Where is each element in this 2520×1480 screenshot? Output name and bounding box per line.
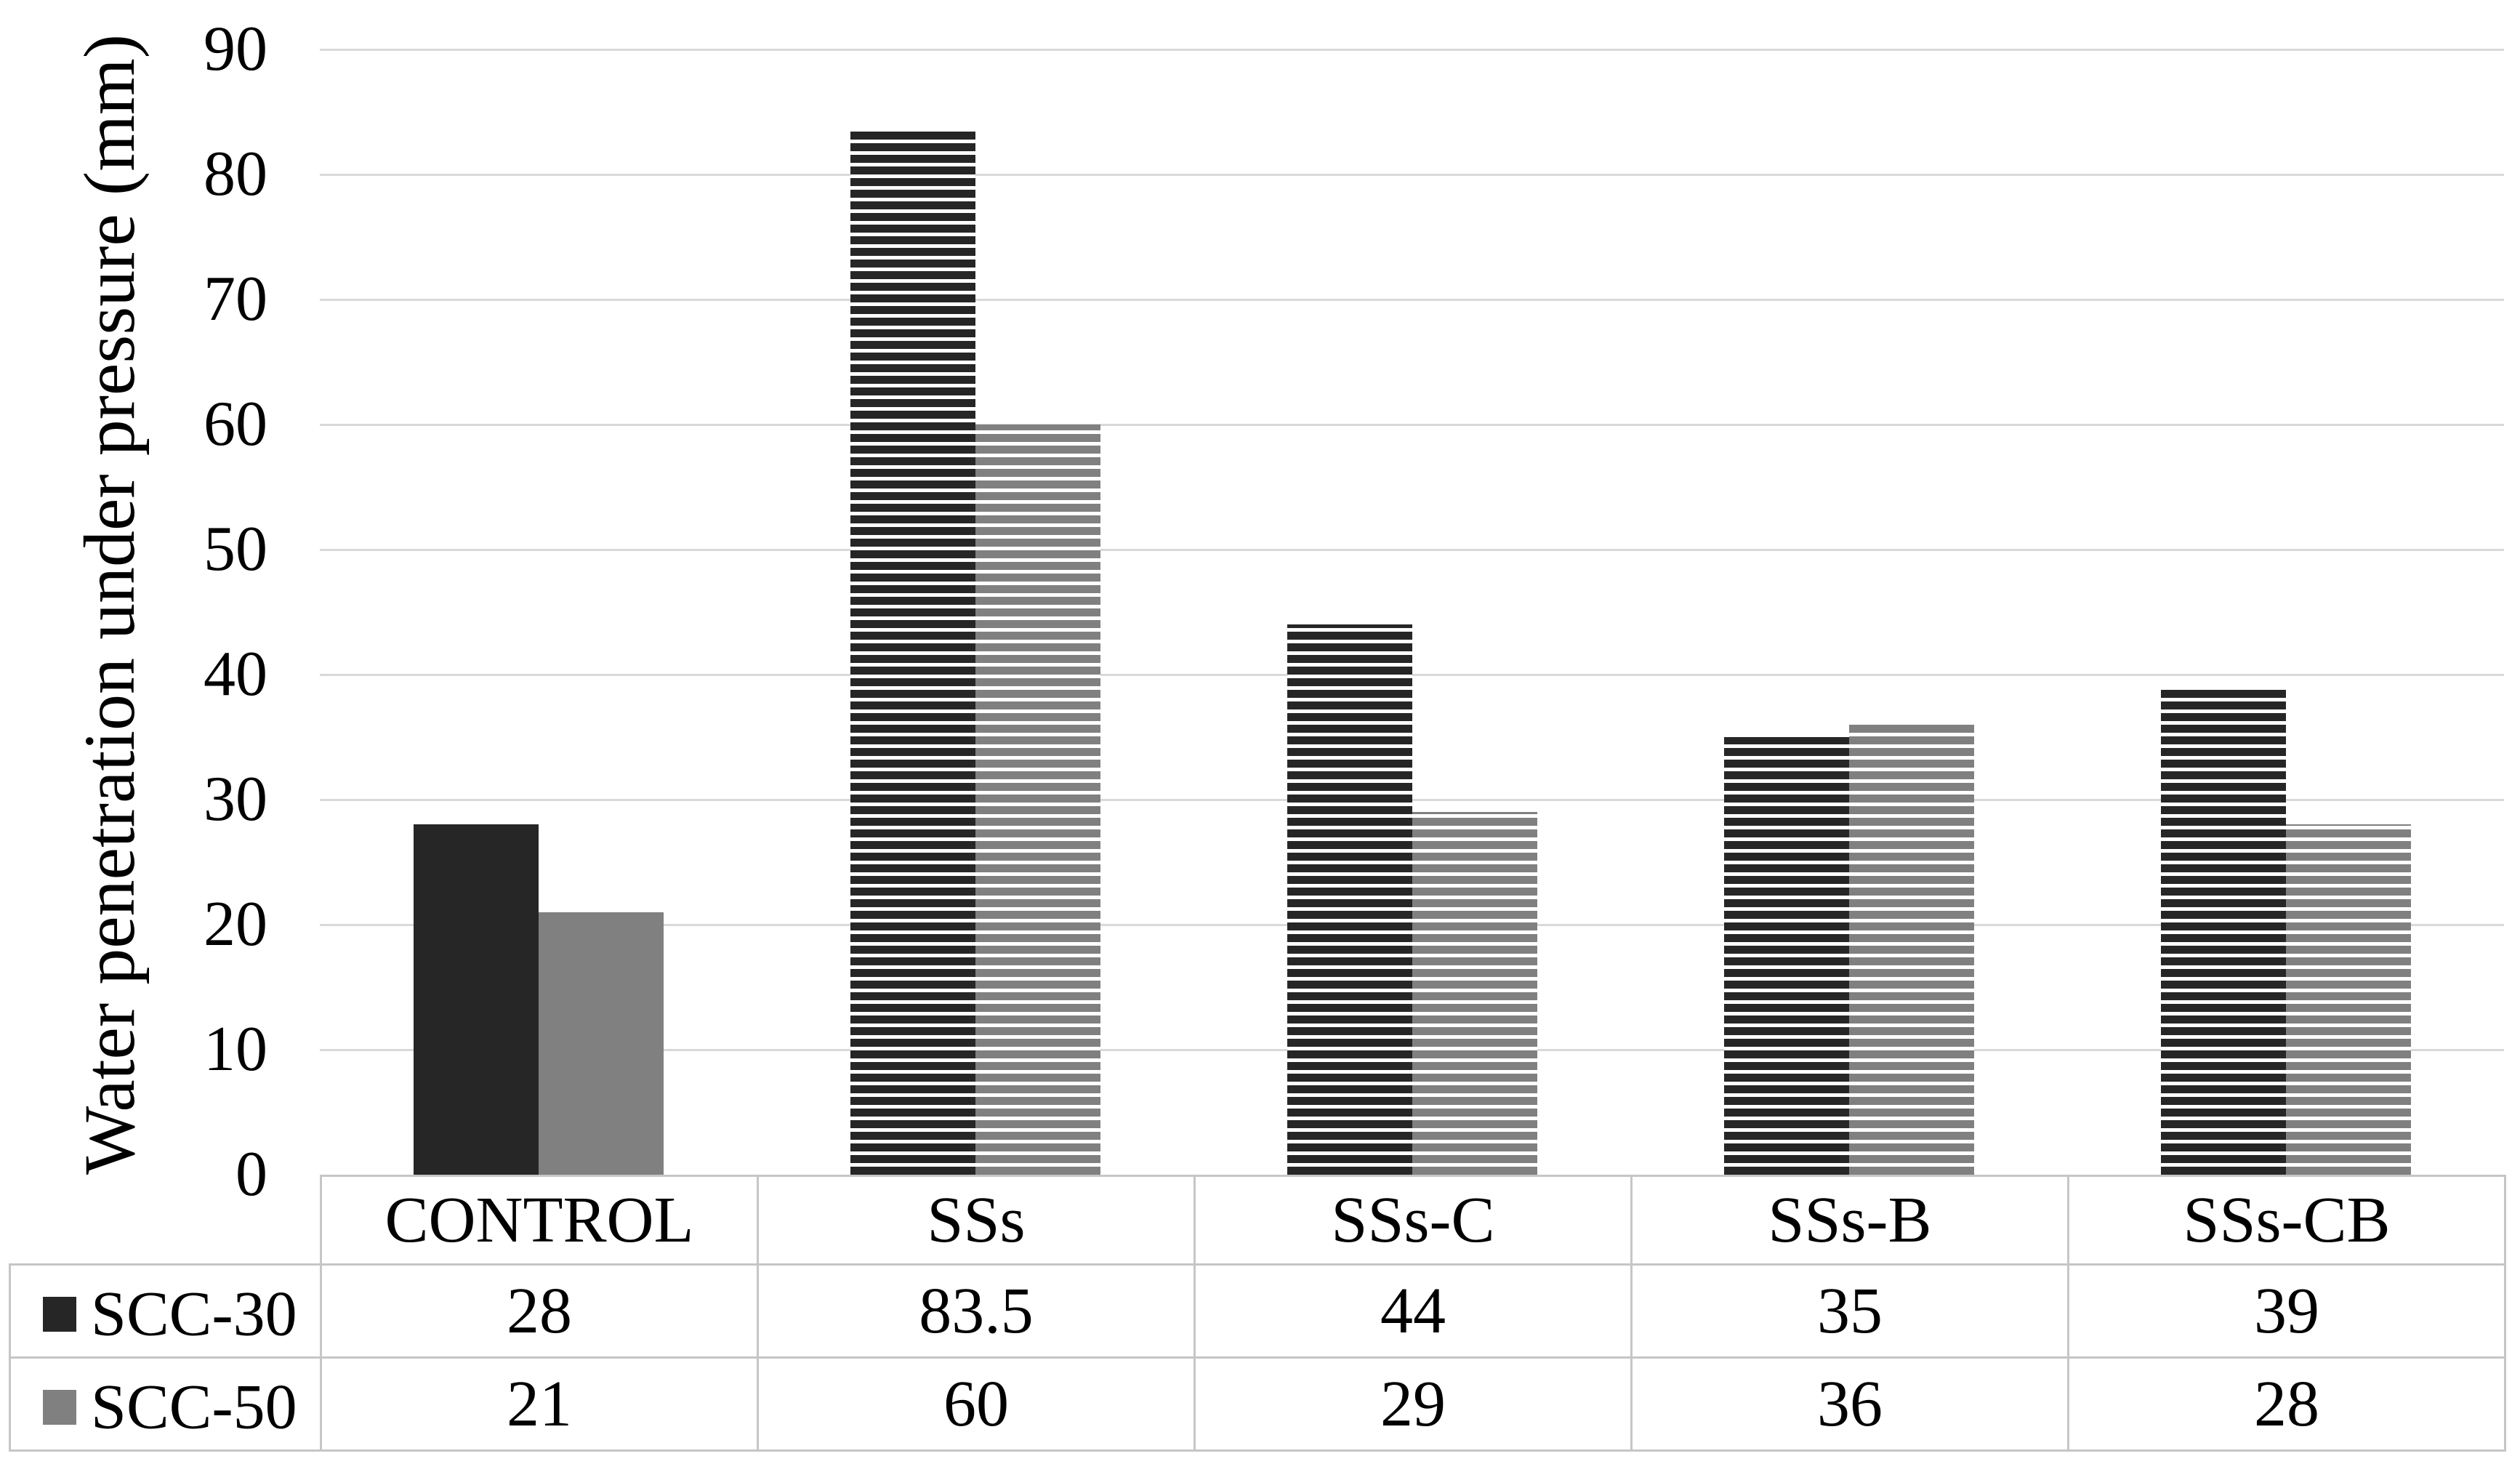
bar-scc-50-control bbox=[538, 912, 664, 1175]
gridline-80 bbox=[320, 173, 2504, 176]
legend-key-scc-50 bbox=[43, 1389, 76, 1425]
value-cell-scc-30-sss: 83.5 bbox=[757, 1263, 1196, 1359]
bar-scc-30-sss-cb bbox=[2160, 687, 2286, 1175]
plot-area bbox=[320, 48, 2504, 1175]
value-cell-scc-30-sss-c: 44 bbox=[1193, 1263, 1633, 1359]
legend-key-scc-30 bbox=[43, 1296, 76, 1332]
value-cell-scc-50-sss-cb: 28 bbox=[2067, 1356, 2506, 1452]
y-tick-label-30: 30 bbox=[204, 764, 267, 834]
gridline-70 bbox=[320, 298, 2504, 301]
value-cell-scc-30-control: 28 bbox=[320, 1263, 759, 1359]
series-row-scc-30: SCC-30 28 83.5 44 35 39 bbox=[9, 1263, 2506, 1359]
column-header-sss-b: SSs-B bbox=[1630, 1175, 2069, 1266]
bar-scc-50-sss-b bbox=[1848, 724, 1974, 1175]
table-header-row: CONTROL SSs SSs-C SSs-B SSs-CB bbox=[10, 1175, 2506, 1266]
value-cell-scc-50-sss-c: 29 bbox=[1193, 1356, 1633, 1452]
gridline-30 bbox=[320, 798, 2504, 801]
y-tick-label-20: 20 bbox=[204, 889, 267, 960]
bar-scc-30-sss-c bbox=[1287, 624, 1412, 1175]
y-axis-tick-labels: 0 10 20 30 40 50 60 70 80 90 bbox=[0, 17, 267, 1207]
series-name-scc-50: SCC-50 bbox=[91, 1372, 297, 1443]
column-header-sss-c: SSs-C bbox=[1193, 1175, 1633, 1266]
table-corner-cell bbox=[10, 1176, 321, 1265]
row-header-scc-30: SCC-30 bbox=[9, 1263, 322, 1359]
gridline-60 bbox=[320, 423, 2504, 426]
bar-scc-50-sss bbox=[975, 425, 1100, 1175]
gridline-50 bbox=[320, 548, 2504, 551]
gridline-40 bbox=[320, 673, 2504, 676]
bar-scc-50-sss-c bbox=[1412, 812, 1537, 1175]
y-tick-label-50: 50 bbox=[204, 514, 267, 584]
bar-scc-30-control bbox=[413, 824, 539, 1175]
y-tick-label-90: 90 bbox=[204, 14, 267, 84]
row-header-scc-50: SCC-50 bbox=[9, 1356, 322, 1452]
value-cell-scc-30-sss-b: 35 bbox=[1630, 1263, 2069, 1359]
y-tick-label-40: 40 bbox=[204, 639, 267, 709]
gridline-90 bbox=[320, 48, 2504, 51]
series-name-scc-30: SCC-30 bbox=[91, 1279, 297, 1350]
bar-scc-30-sss bbox=[850, 130, 975, 1175]
value-cell-scc-50-control: 21 bbox=[320, 1356, 759, 1452]
y-tick-label-0: 0 bbox=[236, 1139, 267, 1210]
series-row-scc-50: SCC-50 21 60 29 36 28 bbox=[9, 1356, 2506, 1452]
y-tick-label-70: 70 bbox=[204, 264, 267, 334]
column-header-control: CONTROL bbox=[320, 1175, 759, 1266]
y-tick-label-10: 10 bbox=[204, 1014, 267, 1085]
value-cell-scc-50-sss: 60 bbox=[757, 1356, 1196, 1452]
column-header-sss-cb: SSs-CB bbox=[2067, 1175, 2506, 1266]
bar-scc-50-sss-cb bbox=[2285, 824, 2411, 1175]
value-cell-scc-30-sss-cb: 39 bbox=[2067, 1263, 2506, 1359]
value-cell-scc-50-sss-b: 36 bbox=[1630, 1356, 2069, 1452]
data-table-body: CONTROL SSs SSs-C SSs-B SSs-CB SCC-30 28 83.5 44… bbox=[9, 1175, 2506, 1452]
data-table: CONTROL SSs SSs-C SSs-B SSs-CB SCC-30 28 83.5 44… bbox=[9, 1175, 2506, 1452]
y-tick-label-60: 60 bbox=[204, 389, 267, 459]
column-header-sss: SSs bbox=[757, 1175, 1196, 1266]
bar-scc-30-sss-b bbox=[1723, 737, 1849, 1175]
y-tick-label-80: 80 bbox=[204, 139, 267, 209]
